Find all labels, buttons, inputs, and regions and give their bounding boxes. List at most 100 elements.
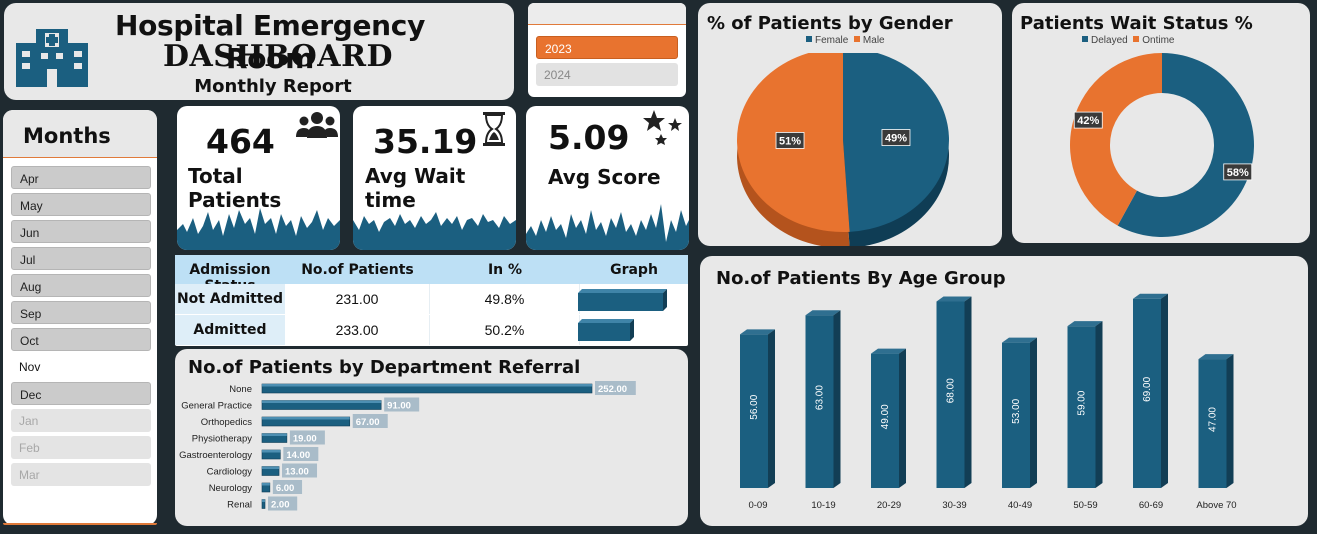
month-option-apr[interactable]: Apr: [11, 166, 151, 189]
department-category-label: Gastroenterology: [179, 450, 252, 461]
month-option-jan[interactable]: Jan: [11, 409, 151, 432]
department-bar-highlight: [262, 433, 287, 436]
avg-score-label: Avg Score: [548, 165, 661, 189]
department-value-box: [268, 496, 298, 511]
department-value-box: [283, 447, 319, 461]
gender-pie-card: % of Patients by Gender Female Male 49% 5…: [698, 3, 1002, 246]
department-value-label: 67.00: [356, 417, 380, 428]
age-bar: [1002, 342, 1030, 488]
gender-legend: Female Male: [806, 35, 885, 46]
age-value-label: 56.00: [749, 394, 760, 419]
age-bar-side: [1226, 354, 1234, 488]
month-option-jun[interactable]: Jun: [11, 220, 151, 243]
kpi-avg-wait: 35.19 Avg Wait time: [353, 106, 516, 250]
admission-row-status: Not Admitted: [175, 284, 285, 314]
wait-data-label: 42%: [1077, 115, 1099, 127]
month-option-nov[interactable]: Nov: [19, 360, 41, 374]
age-category-label: 20-29: [877, 500, 901, 511]
age-bar-side: [768, 329, 775, 488]
month-option-mar[interactable]: Mar: [11, 463, 151, 486]
age-group-card: No.of Patients By Age Group 56.00 0-09 63.…: [700, 256, 1308, 526]
age-bar: [740, 334, 768, 488]
month-option-feb[interactable]: Feb: [11, 436, 151, 459]
age-category-label: 60-69: [1139, 500, 1163, 511]
age-bar-side: [1095, 321, 1103, 488]
month-option-jul[interactable]: Jul: [11, 247, 151, 270]
admission-row-graph-bar: [578, 319, 634, 341]
age-bar-top: [1067, 321, 1103, 327]
department-bar-highlight: [262, 450, 281, 453]
month-option-aug[interactable]: Aug: [11, 274, 151, 297]
gender-data-label: 51%: [779, 135, 801, 147]
wait-legend: Delayed Ontime: [1082, 35, 1175, 46]
age-value-label: 63.00: [815, 385, 826, 410]
admission-header-graph: Graph: [580, 255, 688, 284]
age-bar: [1198, 359, 1227, 488]
gender-data-label: 49%: [885, 133, 907, 145]
age-value-label: 69.00: [1142, 376, 1153, 401]
wait-slice-ontime: [1070, 53, 1162, 226]
gender-pie-chart: 49% 51%: [737, 53, 949, 246]
year-option-2024[interactable]: 2024: [536, 63, 678, 86]
department-value-box: [352, 414, 388, 428]
wait-slice-delayed: [1117, 53, 1254, 237]
year-slicer: 2023 2024: [528, 3, 686, 97]
wait-donut-chart: 58% 42%: [1070, 53, 1254, 237]
avg-wait-sparkline: [353, 212, 516, 250]
age-value-label: 59.00: [1077, 390, 1088, 415]
year-slicer-header: [528, 3, 686, 25]
department-bar-highlight: [262, 483, 270, 486]
department-category-label: Neurology: [209, 483, 253, 494]
age-value-label: 53.00: [1011, 398, 1022, 423]
month-option-sep[interactable]: Sep: [11, 301, 151, 324]
age-category-label: 0-09: [748, 500, 767, 511]
wait-chart-title: Patients Wait Status %: [1020, 13, 1253, 34]
department-value-box: [595, 381, 636, 395]
age-bar-top: [936, 296, 972, 302]
month-option-may[interactable]: May: [11, 193, 151, 216]
age-value-label: 49.00: [880, 404, 891, 429]
department-category-label: Renal: [227, 500, 252, 511]
age-bar: [871, 353, 899, 488]
department-value-label: 13.00: [285, 467, 309, 478]
admission-table: Admission Status No.of Patients In % Gra…: [175, 255, 688, 346]
department-category-label: Physiotherapy: [192, 434, 252, 445]
month-option-oct[interactable]: Oct: [11, 328, 151, 351]
department-referral-card: No.of Patients by Department Referral No…: [175, 349, 688, 526]
total-patients-sparkline: [177, 208, 340, 250]
age-bar-side: [833, 310, 841, 488]
avg-wait-label: Avg Wait time: [365, 164, 466, 212]
age-category-label: 10-19: [811, 500, 835, 511]
department-value-label: 252.00: [598, 384, 627, 395]
report-caption: Monthly Report: [194, 76, 352, 97]
age-bar-chart: 56.00 0-09 63.00 10-19 49.00 20-29 68.00 30-39 5…: [740, 293, 1237, 511]
age-category-label: 40-49: [1008, 500, 1032, 511]
age-bar: [1067, 326, 1096, 488]
department-value-label: 19.00: [293, 434, 317, 445]
department-bar-highlight: [262, 499, 265, 502]
department-category-label: General Practice: [181, 401, 252, 412]
wait-status-card: Patients Wait Status % Delayed Ontime 58…: [1012, 3, 1310, 243]
department-value-label: 14.00: [286, 450, 310, 461]
department-category-label: None: [229, 384, 252, 395]
department-bar-chart: None 252.00 General Practice 91.00 Orthopedi…: [179, 381, 636, 511]
year-option-2023[interactable]: 2023: [536, 36, 678, 59]
admission-row-status: Admitted: [175, 315, 285, 345]
wait-data-label: 58%: [1227, 167, 1249, 179]
department-value-label: 2.00: [271, 500, 290, 511]
month-option-dec[interactable]: Dec: [11, 382, 151, 405]
age-bar-top: [1002, 337, 1037, 343]
avg-wait-value: 35.19: [373, 122, 478, 161]
age-bar-top: [1133, 293, 1168, 299]
admission-header-percent: In %: [430, 255, 580, 284]
age-bar-top: [1198, 354, 1234, 360]
age-bar-side: [1030, 337, 1037, 488]
legend-male: Male: [862, 35, 885, 46]
age-bar-side: [964, 296, 972, 488]
department-bar-highlight: [262, 466, 280, 469]
department-value-label: 91.00: [387, 401, 411, 412]
dashboard-title: Hospital Emergency Room: [114, 9, 426, 75]
department-chart-title: No.of Patients by Department Referral: [188, 357, 581, 378]
age-category-label: Above 70: [1196, 500, 1236, 511]
department-category-label: Orthopedics: [201, 417, 252, 428]
